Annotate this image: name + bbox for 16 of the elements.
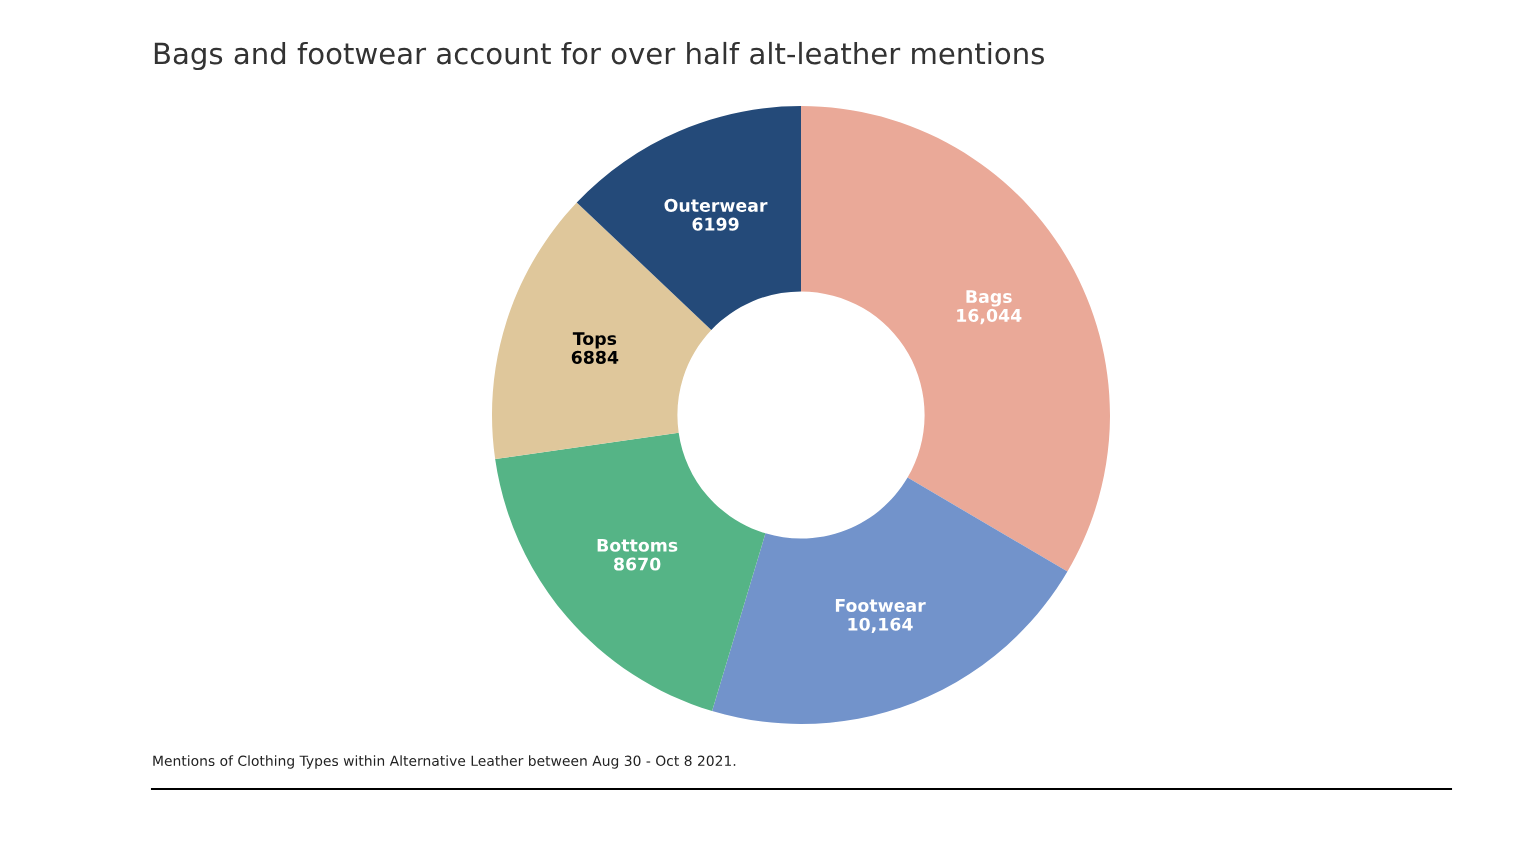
data-label: 10,164 [848, 617, 913, 633]
slice-label: Bottoms [597, 538, 678, 552]
chart-title: Bags and footwear account for over half alt-leather mentions [154, 41, 1044, 71]
slice-label: Footwear [835, 599, 926, 612]
data-label: 6884 [571, 350, 619, 364]
donut-slice [801, 106, 1110, 572]
slice-label: Outerwear [664, 198, 768, 212]
data-label: 6199 [692, 217, 739, 231]
donut-slice [712, 477, 1068, 724]
data-label: 16,044 [957, 308, 1022, 325]
data-label: 8670 [614, 557, 661, 571]
slice-label: Tops [572, 332, 617, 349]
text: Mentions of Clothing Types within Alternative Leather between Aug 30 - Oct 8 2021. [153, 755, 736, 769]
slice-label: Bags [966, 290, 1012, 307]
donut-slice [495, 432, 766, 711]
donut-slice [576, 106, 801, 330]
